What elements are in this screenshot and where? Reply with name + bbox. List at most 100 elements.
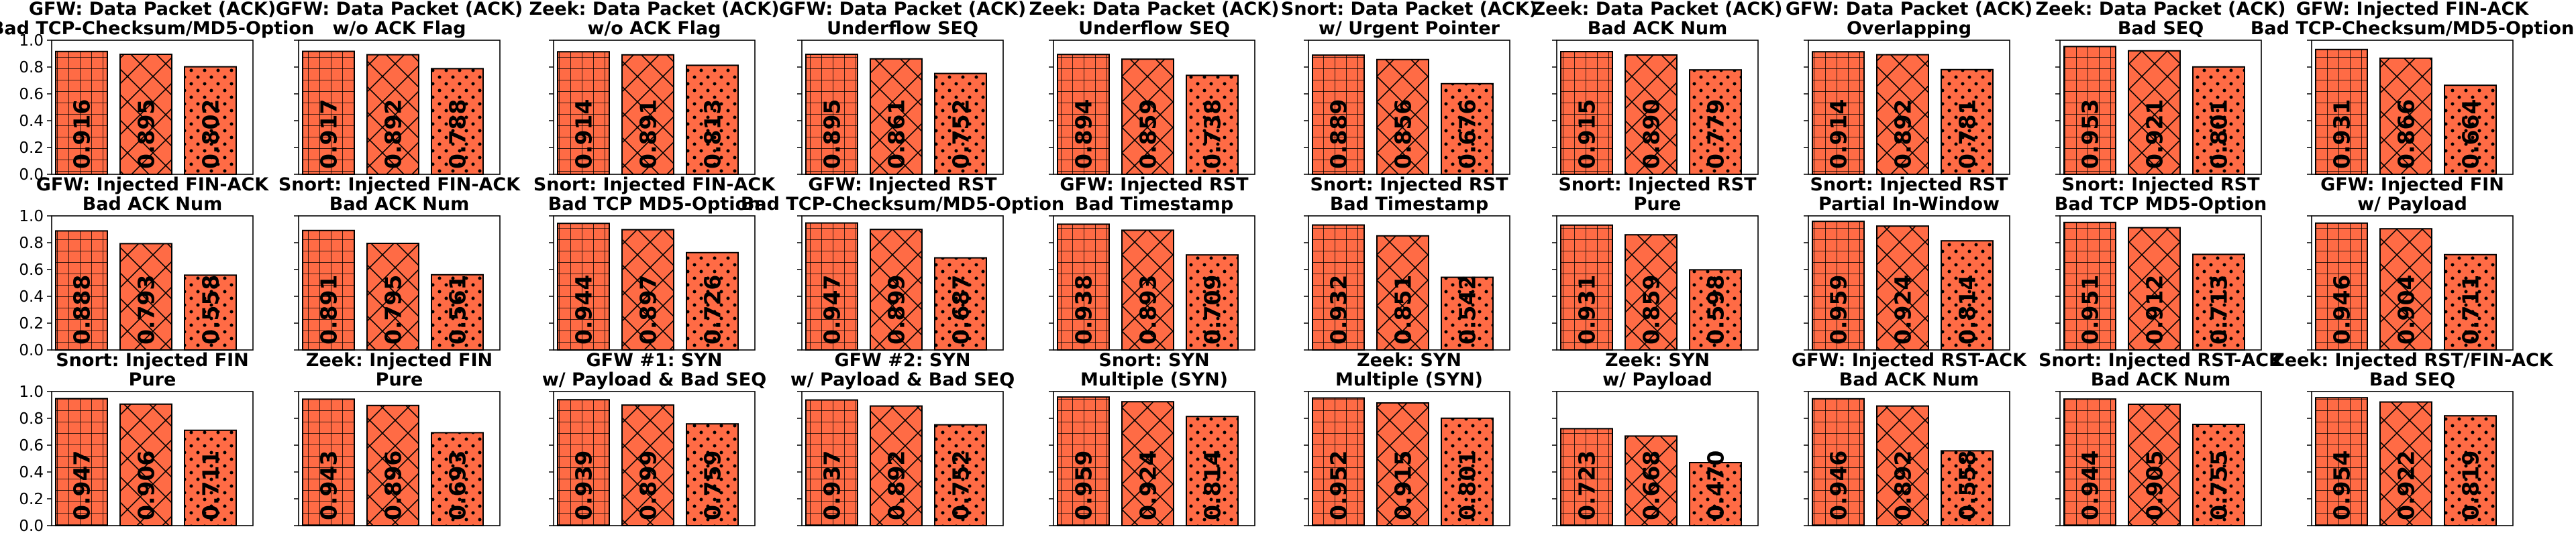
bar: [1377, 59, 1429, 174]
bar: [1058, 54, 1109, 174]
bar-value-label: 0.921: [2142, 99, 2168, 169]
panel-title-line: Bad SEQ: [2369, 369, 2455, 390]
chart-panel-1: GFW: Data Packet (ACK)Bad TCP-Checksum/M…: [0, 0, 314, 184]
bar: [1625, 235, 1677, 350]
bar-value-label: 0.915: [1390, 451, 1416, 520]
bar-value-label: 0.931: [1574, 275, 1600, 345]
bar: [806, 54, 858, 174]
bar-value-label: 0.693: [445, 451, 471, 520]
y-tick-label: 0.8: [19, 235, 44, 252]
panel-title-line: Bad ACK Num: [1839, 369, 1979, 390]
axes-frame: [1556, 215, 1759, 351]
axes-frame: [1556, 391, 1759, 526]
bar-value-label: 0.937: [819, 451, 845, 520]
panel-title-line: Bad TCP MD5-Option: [548, 194, 760, 215]
bar-value-label: 0.931: [2329, 99, 2355, 169]
panel-title-line: w/o ACK Flag: [587, 18, 721, 39]
bar: [185, 275, 236, 350]
panel-title-line: Zeek: Data Packet (ACK): [529, 0, 780, 19]
bar-value-label: 0.668: [1639, 451, 1665, 520]
bar-value-label: 0.709: [1200, 275, 1226, 345]
bar: [56, 51, 107, 174]
bar: [1941, 241, 1993, 350]
axes-frame: [51, 391, 254, 526]
bar-value-label: 0.951: [2077, 275, 2104, 345]
bar: [120, 54, 172, 174]
bar-value-label: 0.890: [1639, 99, 1665, 169]
bar: [1877, 226, 1928, 350]
panel-title-line: Snort: Injected RST-ACK: [2039, 350, 2283, 371]
bar: [1122, 230, 1174, 350]
panel-title-line: Pure: [376, 369, 423, 390]
panel-title-line: Underflow SEQ: [827, 18, 978, 39]
bar: [1122, 59, 1174, 174]
chart-panel-6: Snort: Data Packet (ACK)w/ Urgent Pointe…: [1281, 0, 1537, 175]
bar: [2316, 223, 2367, 350]
panel-title-line: Bad TCP MD5-Option: [2055, 194, 2267, 215]
axes-frame: [553, 391, 756, 526]
y-tick-label: 0.2: [19, 315, 44, 333]
bar: [1312, 55, 1364, 174]
panel-title-line: Bad ACK Num: [83, 194, 223, 215]
panel-title-line: w/ Urgent Pointer: [1319, 18, 1500, 39]
axes-frame: [1053, 215, 1255, 351]
bar: [1625, 55, 1677, 174]
bar-value-label: 0.895: [134, 99, 160, 169]
panel-title-line: Zeek: Injected FIN: [306, 350, 493, 371]
bar: [935, 424, 986, 526]
y-tick-label: 1.0: [19, 32, 44, 50]
bar-value-label: 0.755: [2206, 451, 2232, 520]
bar: [1812, 221, 1864, 350]
y-tick-label: 0.6: [19, 261, 44, 279]
bar: [2316, 398, 2367, 526]
panel-title-line: Snort: Data Packet (ACK): [1281, 0, 1537, 19]
bar: [367, 243, 419, 350]
panel-title-line: Snort: Injected RST: [2061, 174, 2260, 195]
bar: [1122, 402, 1174, 526]
panel-title-line: Snort: Injected RST: [1558, 174, 1757, 195]
bar: [2444, 254, 2496, 350]
bar-value-label: 0.914: [571, 99, 597, 169]
panel-title-line: Overlapping: [1847, 18, 1971, 39]
axes-frame: [1556, 40, 1759, 175]
bar: [686, 65, 738, 175]
bar-value-label: 0.814: [1200, 451, 1226, 520]
chart-panel-4: GFW: Data Packet (ACK)Underflow SEQ 0.895…: [779, 0, 1026, 175]
panel-title-line: w/ Payload & Bad SEQ: [790, 369, 1015, 390]
bar: [558, 223, 609, 350]
panel-title-line: w/o ACK Flag: [332, 18, 466, 39]
bar: [2444, 85, 2496, 174]
bar: [431, 274, 483, 350]
panel-title-line: Bad Timestamp: [1075, 194, 1233, 215]
bar-value-label: 0.711: [2458, 275, 2484, 345]
bar: [1690, 463, 1741, 526]
bar: [870, 229, 922, 350]
bar-value-label: 0.899: [884, 275, 910, 345]
bar: [431, 432, 483, 526]
bar-value-label: 0.952: [1326, 451, 1352, 520]
bar-value-label: 0.906: [134, 451, 160, 520]
axes-frame: [2059, 391, 2262, 526]
bar: [1561, 52, 1612, 174]
bar-value-label: 0.895: [819, 99, 845, 169]
panel-title-line: Zeek: SYN: [1357, 350, 1461, 371]
panel-title-line: Zeek: Data Packet (ACK): [1533, 0, 1783, 19]
bar: [935, 257, 986, 350]
bar-value-label: 0.866: [2393, 99, 2420, 169]
panel-title-line: Bad Timestamp: [1330, 194, 1488, 215]
panel-title-line: Bad SEQ: [2118, 18, 2204, 39]
y-tick-label: 0.8: [19, 59, 44, 76]
bar: [2064, 399, 2116, 526]
panel-title-line: w/ Payload: [1602, 369, 1712, 390]
bar-value-label: 0.889: [1326, 99, 1352, 169]
bar: [2128, 50, 2180, 174]
bar-value-label: 0.558: [198, 275, 224, 345]
axes-frame: [1308, 40, 1510, 175]
